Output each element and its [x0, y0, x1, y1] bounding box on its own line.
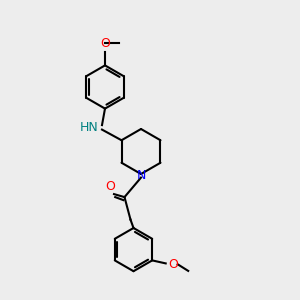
Text: O: O [100, 37, 110, 50]
Text: O: O [169, 258, 178, 271]
Text: N: N [136, 169, 146, 182]
Text: HN: HN [80, 121, 99, 134]
Text: O: O [106, 180, 115, 193]
